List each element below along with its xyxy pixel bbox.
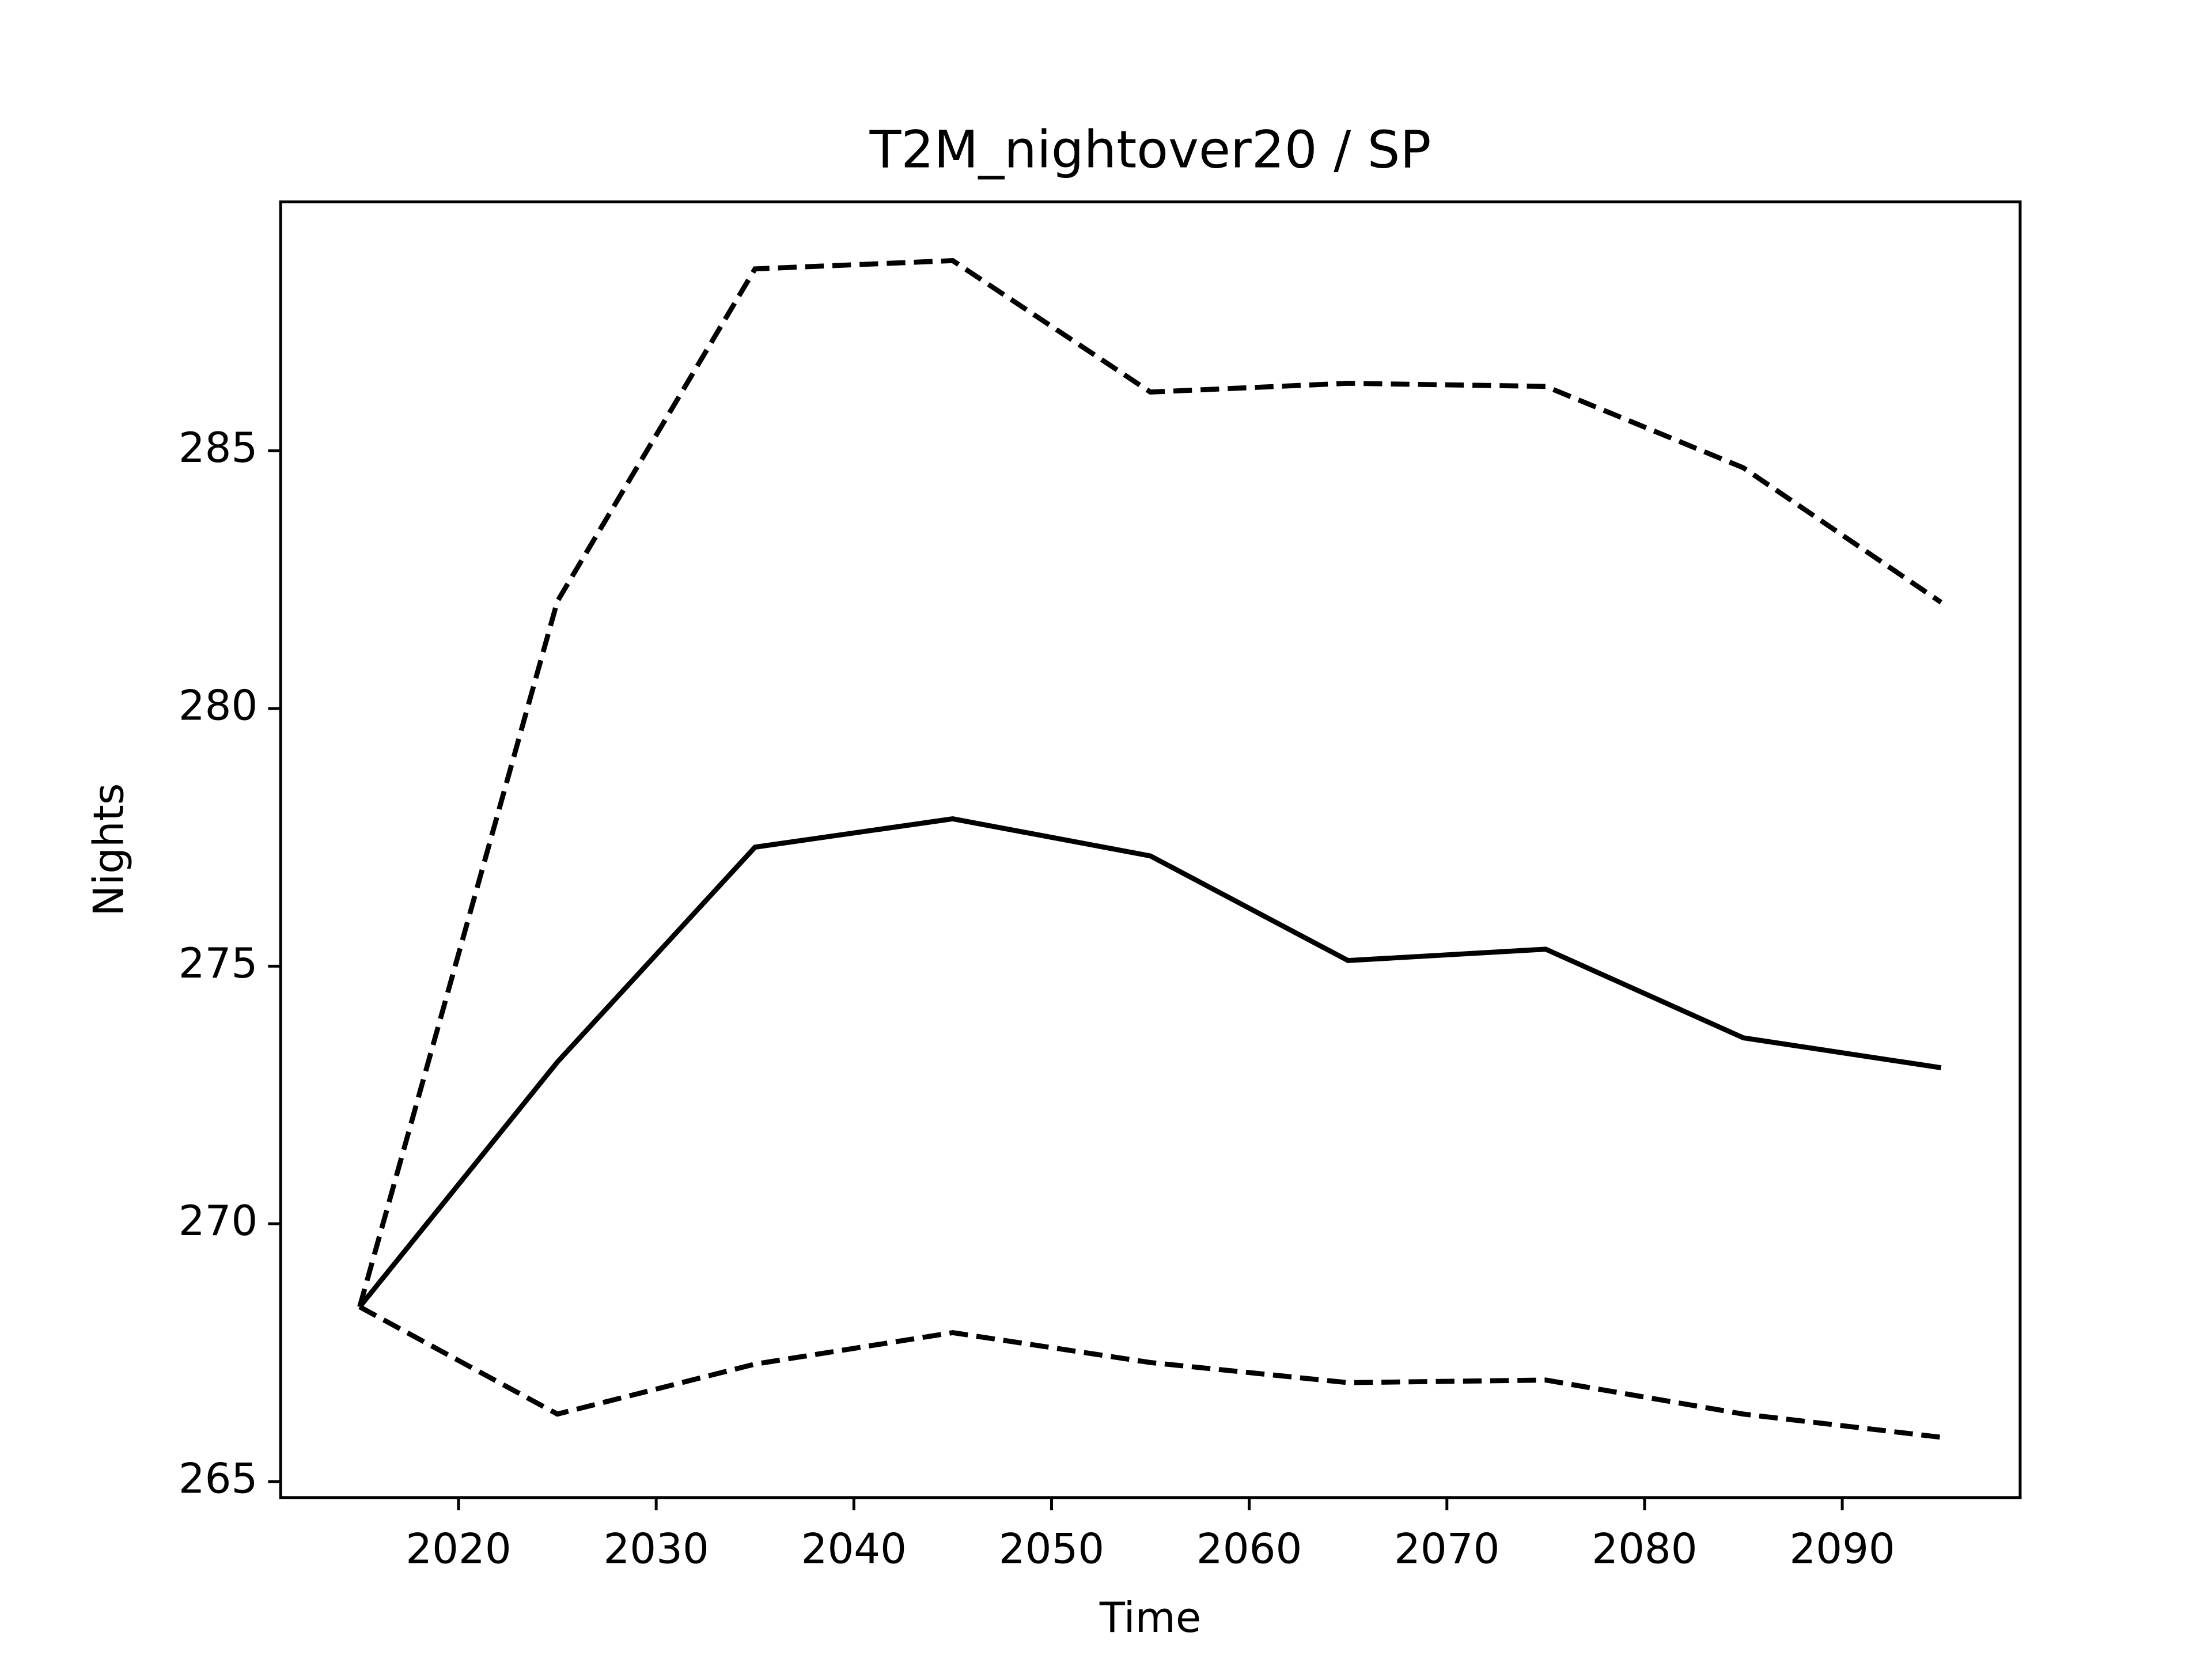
x-tick-label: 2030	[603, 1525, 709, 1573]
x-tick-label: 2050	[999, 1525, 1104, 1573]
line-series	[357, 258, 1943, 1308]
chart-title: T2M_nightover20 / SP	[869, 120, 1431, 180]
y-tick-label: 280	[179, 681, 258, 729]
line-series	[358, 816, 1942, 1309]
x-tick-label: 2070	[1394, 1525, 1499, 1573]
x-tick-label: 2080	[1592, 1525, 1697, 1573]
x-tick-label: 2090	[1789, 1525, 1895, 1573]
y-axis-label: Nights	[84, 783, 132, 916]
y-tick-label: 270	[179, 1196, 258, 1245]
x-tick-label: 2040	[801, 1525, 907, 1573]
x-tick-label: 2020	[406, 1525, 511, 1573]
line-series	[358, 1304, 1942, 1440]
y-tick-label: 285	[179, 423, 258, 472]
y-tick-label: 265	[179, 1455, 258, 1503]
plot-frame	[279, 200, 2022, 1499]
x-tick-label: 2060	[1196, 1525, 1302, 1573]
y-tick-label: 275	[179, 939, 258, 987]
x-axis-label: Time	[1099, 1593, 1201, 1642]
